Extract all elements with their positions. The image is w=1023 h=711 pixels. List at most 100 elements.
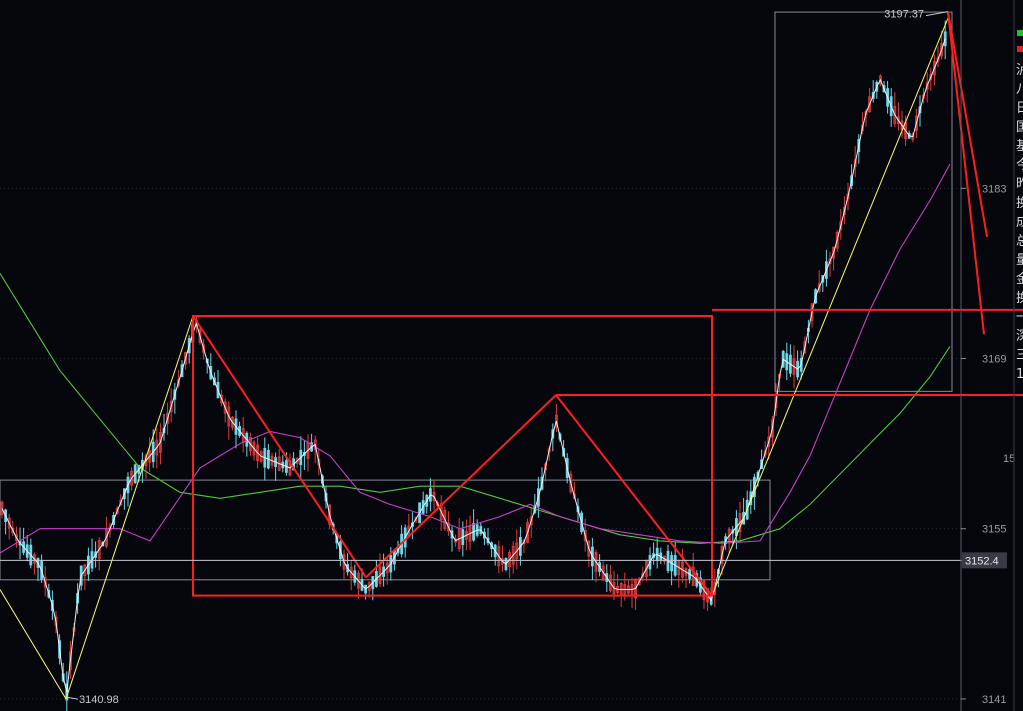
- candle-body: [817, 283, 821, 292]
- y-tick-label: 3155: [982, 524, 1006, 536]
- sidebar-glyph: 国: [1016, 120, 1023, 135]
- candle-body: [158, 431, 162, 453]
- drawing-line[interactable]: [555, 394, 713, 597]
- candle-body: [202, 344, 206, 353]
- moving-average-lines: [0, 38, 951, 693]
- candle-body: [500, 558, 504, 565]
- candle-body: [771, 419, 774, 438]
- candle-body: [439, 503, 443, 521]
- guide-box: [0, 479, 771, 581]
- candle-body: [176, 379, 180, 386]
- candle-body: [43, 576, 47, 588]
- drawing-line[interactable]: [192, 315, 367, 578]
- drawing-layer[interactable]: [192, 11, 1023, 597]
- candle-body: [843, 207, 846, 215]
- candle-body: [220, 394, 224, 404]
- candle-body: [681, 561, 684, 578]
- candle-body: [33, 554, 36, 564]
- candle-body: [515, 542, 519, 560]
- candle-body: [223, 401, 227, 414]
- candle-body: [148, 450, 152, 463]
- sidebar-glyph: 金: [1016, 271, 1023, 287]
- candle-body: [130, 470, 134, 486]
- candle-body: [868, 96, 871, 113]
- sidebar-glyph: 1: [1016, 367, 1023, 382]
- sidebar-glyph: 一: [1016, 310, 1023, 325]
- candle-body: [846, 193, 850, 200]
- candle-body: [792, 358, 796, 375]
- candle-body: [738, 513, 742, 533]
- candle-body: [342, 554, 346, 570]
- candle-body: [933, 61, 936, 76]
- candle-body: [119, 499, 123, 506]
- candle-body: [230, 416, 234, 428]
- sidebar-glyph: 基: [1016, 139, 1023, 154]
- trend-line[interactable]: [711, 17, 949, 596]
- sidebar-glyph: 三: [1016, 348, 1023, 363]
- drawing-line[interactable]: [947, 11, 988, 238]
- candle-body: [166, 413, 170, 424]
- trend-line[interactable]: [65, 315, 194, 700]
- candle-body: [497, 546, 501, 567]
- candle-body: [436, 502, 440, 507]
- candle-body: [69, 651, 72, 670]
- sidebar-glyph: 换: [1016, 196, 1023, 211]
- candle-body: [569, 473, 573, 493]
- sidebar-glyph: 总: [1016, 234, 1023, 249]
- candle-body: [14, 534, 18, 541]
- candle-body: [508, 552, 512, 568]
- candle-body: [184, 351, 188, 365]
- drawing-line[interactable]: [947, 11, 985, 335]
- candle-body: [587, 540, 591, 557]
- range-box[interactable]: [192, 314, 713, 597]
- candle-body: [169, 400, 173, 413]
- candle-body: [684, 568, 688, 576]
- candle-body: [378, 566, 382, 585]
- sidebar-marker-up: [1017, 30, 1023, 36]
- sidebar-glyph: 成: [1016, 215, 1023, 230]
- candle-body: [720, 545, 724, 564]
- candle-body: [702, 580, 706, 601]
- sidebar-marker-down: [1017, 46, 1023, 52]
- candle-body: [915, 115, 918, 131]
- candle-body: [767, 436, 771, 447]
- candle-body: [544, 463, 547, 471]
- candle-body: [252, 441, 256, 456]
- candle-body: [583, 530, 587, 541]
- candle-body: [555, 414, 558, 428]
- candle-body: [897, 116, 900, 125]
- sidebar-glyph: 今: [1016, 157, 1023, 173]
- sidebar-glyph: 日: [1016, 101, 1023, 116]
- candle-body: [511, 545, 515, 565]
- sidebar-glyph: 泸: [1016, 63, 1023, 78]
- y-tick-label: 3183: [982, 183, 1006, 195]
- candle-body: [414, 516, 418, 521]
- candle-body: [929, 74, 933, 80]
- low-price-label: 3140.98: [79, 694, 119, 706]
- candle-body: [839, 221, 843, 230]
- candle-body: [529, 516, 533, 526]
- sidebar-glyph: 八: [1016, 82, 1023, 97]
- sidebar-glyph: 量: [1016, 253, 1023, 268]
- trend-line[interactable]: [0, 589, 67, 700]
- candle-body: [774, 396, 778, 408]
- candle-body: [832, 246, 835, 259]
- candle-body: [385, 562, 389, 574]
- candle-body: [54, 616, 58, 627]
- candle-body: [115, 508, 119, 515]
- candle-body: [609, 574, 612, 591]
- y-tick-label: 3169: [982, 354, 1006, 366]
- candle-body: [936, 57, 940, 62]
- candle-body: [853, 159, 857, 167]
- candle-body: [893, 105, 897, 124]
- drawing-line[interactable]: [365, 394, 557, 579]
- ma-mid-line: [0, 163, 951, 554]
- candle-body: [367, 581, 371, 591]
- candle-body: [0, 501, 4, 516]
- candle-body: [526, 522, 529, 543]
- candle-body: [155, 439, 159, 456]
- candle-body: [594, 551, 598, 572]
- candle-body: [601, 565, 605, 580]
